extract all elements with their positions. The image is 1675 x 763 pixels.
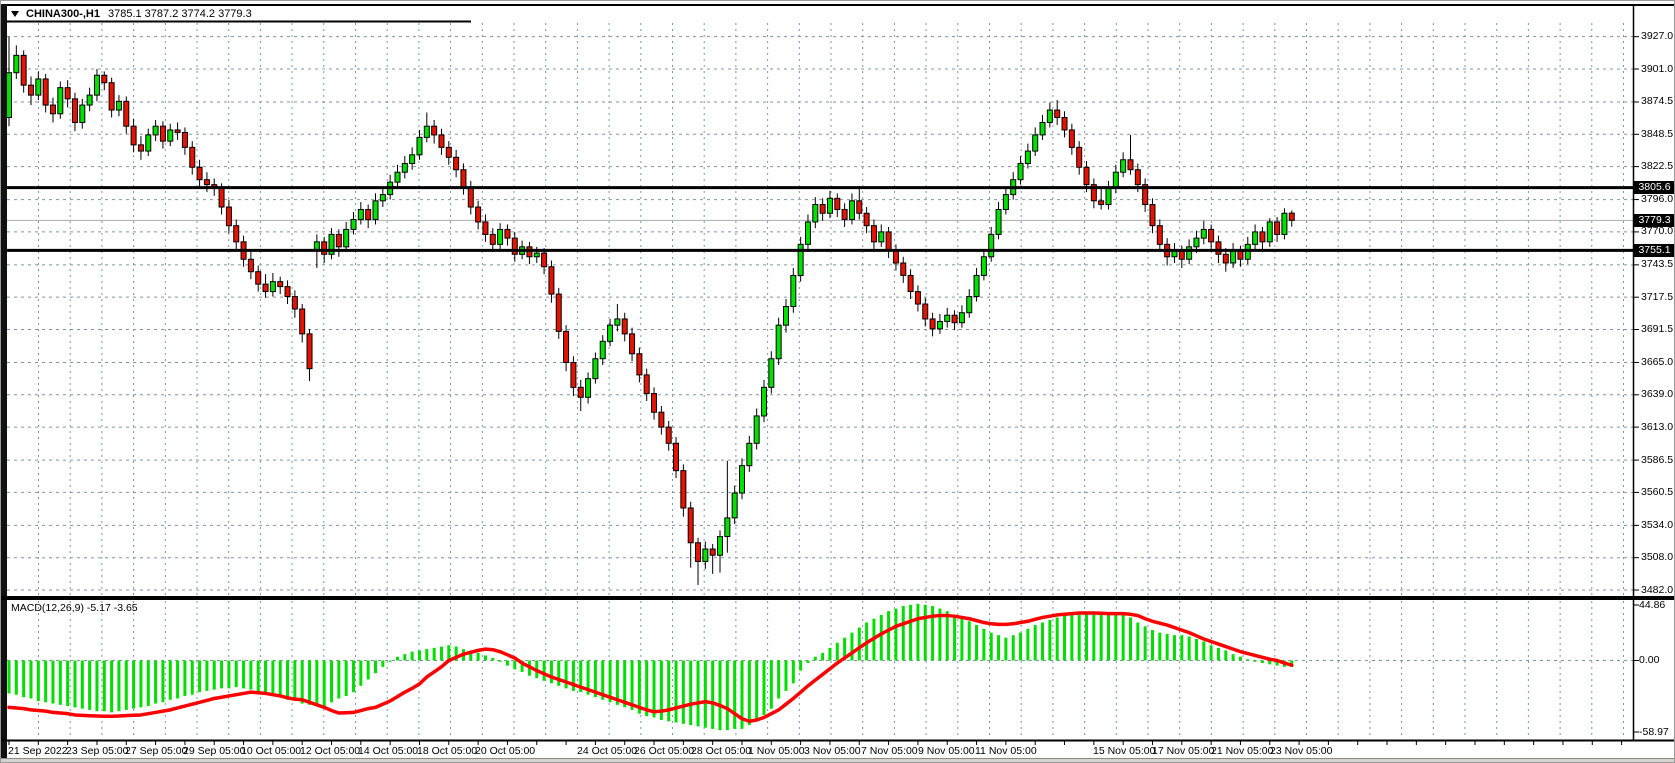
price-axis-label: 3717.5: [1641, 290, 1674, 303]
time-axis-label: 7 Nov 05:00: [861, 745, 918, 757]
window-left-border: [1, 4, 7, 758]
price-axis-label: 3534.0: [1641, 518, 1674, 531]
price-axis-label: 3665.0: [1641, 355, 1674, 368]
price-axis-label: 3586.5: [1641, 453, 1674, 466]
time-axis-label: 27 Sep 05:00: [125, 745, 188, 757]
price-axis-label: 3927.0: [1641, 30, 1674, 43]
price-axis-label: 3613.0: [1641, 420, 1674, 433]
time-axis-label: 18 Oct 05:00: [417, 745, 478, 757]
time-axis-label: 11 Nov 05:00: [975, 745, 1037, 757]
price-axis-label: 3901.0: [1641, 62, 1674, 75]
pane-separator: [1, 596, 1674, 600]
macd-signal-line: [7, 611, 1294, 724]
macd-axis-label: 44.86: [1639, 598, 1666, 611]
macd-axis-label: -58.97: [1639, 725, 1669, 738]
time-axis-label: 29 Sep 05:00: [183, 745, 246, 757]
price-axis-label: 3691.5: [1641, 323, 1674, 336]
chart-ohlc-values: 3785.1 3787.2 3774.2 3779.3: [107, 7, 252, 20]
time-axis-label: 9 Nov 05:00: [918, 745, 975, 757]
price-axis-label: 3848.5: [1641, 127, 1674, 140]
time-axis-label: 17 Nov 05:00: [1152, 745, 1215, 757]
price-axis-column: [1633, 4, 1674, 758]
time-axis-label: 26 Oct 05:00: [634, 745, 695, 757]
time-axis-label: 20 Oct 05:00: [475, 745, 536, 757]
macd-axis-label: 0.00: [1639, 654, 1660, 666]
price-axis-label: 3770.0: [1641, 225, 1674, 238]
time-axis-label: 15 Nov 05:00: [1093, 745, 1156, 757]
time-axis-label: 28 Oct 05:00: [691, 745, 752, 757]
time-axis-label: 24 Oct 05:00: [577, 745, 638, 757]
chart-symbol-period: CHINA300-,H1: [26, 7, 100, 20]
chart-title-bar: CHINA300-,H1 3785.1 3787.2 3774.2 3779.3: [1, 6, 252, 21]
price-axis-label: 3743.5: [1641, 258, 1674, 271]
time-axis-label: 10 Oct 05:00: [241, 745, 302, 757]
macd-indicator-label: MACD(12,26,9) -5.17 -3.65: [11, 602, 138, 614]
window-bottom-strip: [1, 758, 1674, 762]
time-axis-label: 21 Sep 2022: [8, 745, 68, 757]
time-axis-label: 23 Sep 05:00: [66, 745, 129, 757]
price-axis-label: 3796.0: [1641, 193, 1674, 206]
last-price-tag: 3779.3: [1634, 213, 1674, 227]
time-axis-label: 1 Nov 05:00: [748, 745, 805, 757]
time-axis-label: 21 Nov 05:00: [1211, 745, 1274, 757]
price-axis-label: 3482.0: [1641, 583, 1674, 596]
time-axis-label: 12 Oct 05:00: [300, 745, 361, 757]
price-axis-label: 3508.0: [1641, 551, 1674, 564]
price-axis-label: 3874.5: [1641, 95, 1674, 108]
price-axis-label: 3639.0: [1641, 388, 1674, 401]
candles-layer: [6, 36, 1295, 586]
price-axis-label: 3822.5: [1641, 160, 1674, 173]
price-axis-label: 3560.5: [1641, 485, 1674, 498]
time-axis-label: 3 Nov 05:00: [804, 745, 861, 757]
hline-tag: 3805.6: [1634, 181, 1674, 195]
symbol-dropdown-icon[interactable]: [11, 10, 19, 17]
time-axis-label: 23 Nov 05:00: [1270, 745, 1333, 757]
time-axis-label: 14 Oct 05:00: [358, 745, 419, 757]
hline-tag: 3755.1: [1634, 243, 1674, 257]
axis-ticks: [8, 36, 1639, 745]
